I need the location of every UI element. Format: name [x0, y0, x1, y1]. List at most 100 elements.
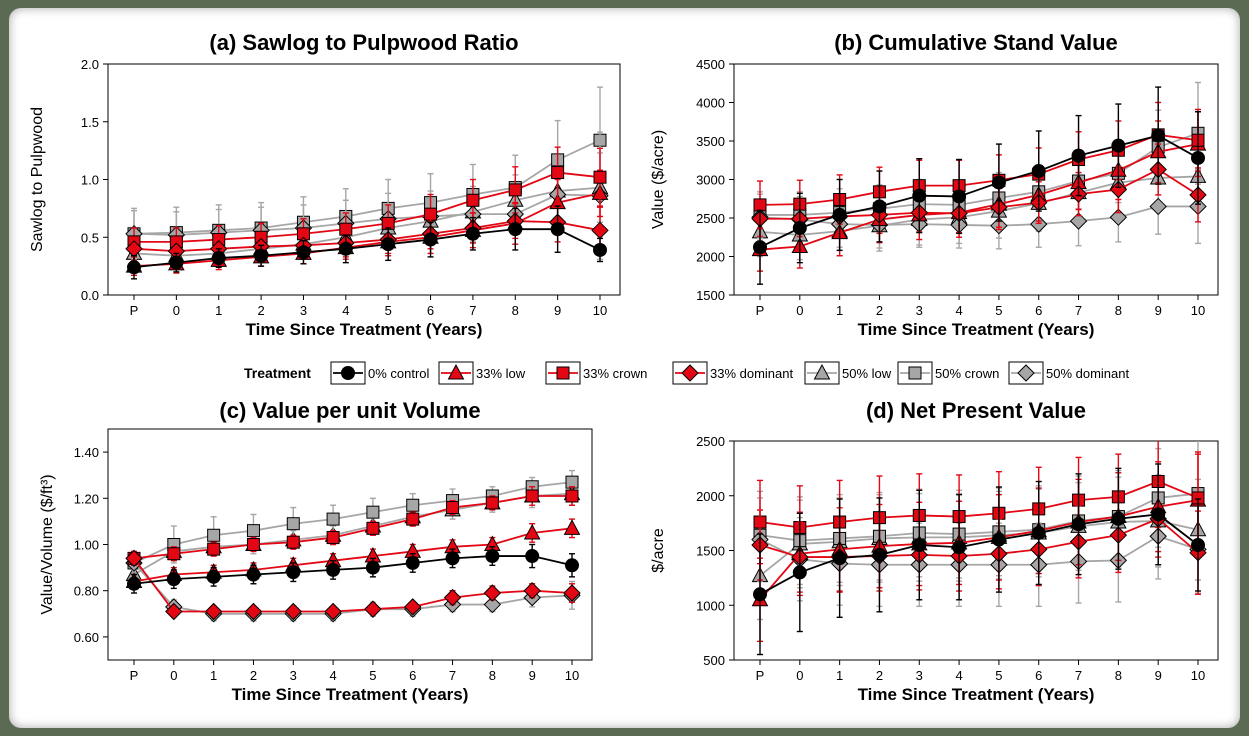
data-point — [404, 598, 422, 616]
data-point — [423, 232, 438, 247]
legend-label: 50% low — [842, 366, 892, 381]
data-point — [1149, 197, 1167, 216]
x-tick-label: 2 — [876, 668, 883, 683]
y-tick-label: 2.0 — [81, 57, 99, 72]
series-50pct-low — [751, 474, 1207, 621]
x-tick-label: 8 — [512, 303, 519, 318]
series-line — [133, 186, 601, 257]
data-point — [1030, 215, 1048, 233]
x-axis-label: Time Since Treatment (Years) — [858, 320, 1095, 339]
data-point — [296, 245, 311, 260]
data-point — [1191, 150, 1205, 165]
x-tick-label: 3 — [290, 668, 297, 683]
x-tick-label: 6 — [427, 303, 434, 318]
y-tick-label: 500 — [703, 653, 725, 668]
x-tick-label: P — [756, 303, 765, 318]
data-point — [1191, 538, 1205, 553]
x-tick-label: 9 — [554, 303, 561, 318]
data-point — [206, 569, 221, 584]
x-tick-label: 0 — [173, 303, 180, 318]
data-point — [1151, 507, 1166, 522]
data-point — [445, 551, 460, 566]
data-point — [485, 549, 500, 564]
x-tick-label: 4 — [955, 303, 962, 318]
series-33pct-crown — [127, 146, 607, 257]
data-point — [1111, 511, 1126, 526]
data-point — [246, 524, 260, 538]
data-point — [326, 512, 340, 526]
x-tick-label: 0 — [796, 668, 803, 683]
y-tick-label: 1.40 — [74, 445, 99, 460]
data-point — [1111, 138, 1126, 153]
legend-label: 33% crown — [583, 366, 647, 381]
series-0pct-control — [753, 86, 1205, 285]
y-axis-label: Value/Volume ($/ft³) — [39, 474, 56, 614]
data-point — [211, 251, 226, 266]
series-line — [133, 555, 573, 585]
data-point — [443, 588, 462, 607]
y-tick-label: 0.0 — [81, 288, 99, 303]
plot-area-frame — [733, 440, 1219, 661]
data-point — [832, 207, 847, 222]
x-tick-label: 2 — [250, 668, 257, 683]
x-axis-label: Time Since Treatment (Years) — [858, 685, 1095, 704]
data-point — [406, 498, 420, 512]
data-point — [338, 241, 353, 256]
x-tick-label: 7 — [469, 303, 476, 318]
x-tick-label: 10 — [1191, 303, 1205, 318]
chart-title: (a) Sawlog to Pulpwood Ratio — [209, 30, 518, 55]
y-tick-label: 1.00 — [74, 538, 99, 553]
data-point — [872, 199, 887, 214]
x-tick-label: 4 — [342, 303, 349, 318]
series-50pct-dominant — [751, 492, 1207, 608]
data-point — [366, 505, 380, 519]
series-0pct-control — [127, 543, 579, 594]
legend-item-0pct-control: 0% control — [330, 361, 430, 385]
data-point — [406, 512, 420, 526]
series-line — [759, 133, 1199, 206]
data-point — [366, 521, 380, 535]
y-tick-label: 1.20 — [74, 491, 99, 506]
data-point — [166, 572, 181, 587]
series-33pct-dominant — [751, 479, 1207, 595]
data-point — [1151, 128, 1166, 143]
y-axis-label: $/acre — [650, 528, 667, 573]
data-point — [364, 600, 382, 618]
data-point — [483, 584, 502, 602]
data-point — [991, 175, 1006, 190]
data-point — [508, 222, 523, 237]
data-point — [1031, 164, 1046, 179]
data-point — [169, 255, 184, 270]
x-tick-label: 7 — [1075, 303, 1082, 318]
data-point — [1071, 517, 1086, 532]
plot-area-frame — [107, 428, 593, 661]
series-line — [759, 480, 1199, 529]
data-point — [872, 547, 887, 562]
data-point — [207, 542, 221, 556]
legend-swatch-marker — [447, 363, 465, 380]
data-point — [286, 565, 301, 580]
x-tick-label: 1 — [836, 668, 843, 683]
legend-swatch-marker — [556, 366, 570, 380]
data-point — [525, 549, 540, 564]
x-tick-label: 0 — [170, 668, 177, 683]
x-tick-label: 8 — [1115, 303, 1122, 318]
data-point — [446, 501, 460, 515]
legend-swatch-marker — [341, 366, 355, 380]
series-line — [760, 168, 1199, 220]
legend-item-50pct-crown: 50% crown — [897, 361, 999, 385]
data-point — [1109, 208, 1128, 226]
series-line — [133, 562, 573, 615]
data-point — [563, 519, 581, 535]
x-tick-label: 5 — [369, 668, 376, 683]
data-point — [381, 237, 396, 252]
series-line — [133, 527, 573, 583]
data-point — [523, 523, 541, 540]
data-point — [525, 489, 539, 503]
data-point — [912, 188, 927, 203]
data-point — [523, 581, 541, 600]
series-0pct-control — [753, 463, 1205, 656]
y-axis-label: Sawlog to Pulpwood — [29, 107, 46, 252]
series-0pct-control — [127, 205, 607, 280]
chart-title: (c) Value per unit Volume — [219, 398, 480, 423]
